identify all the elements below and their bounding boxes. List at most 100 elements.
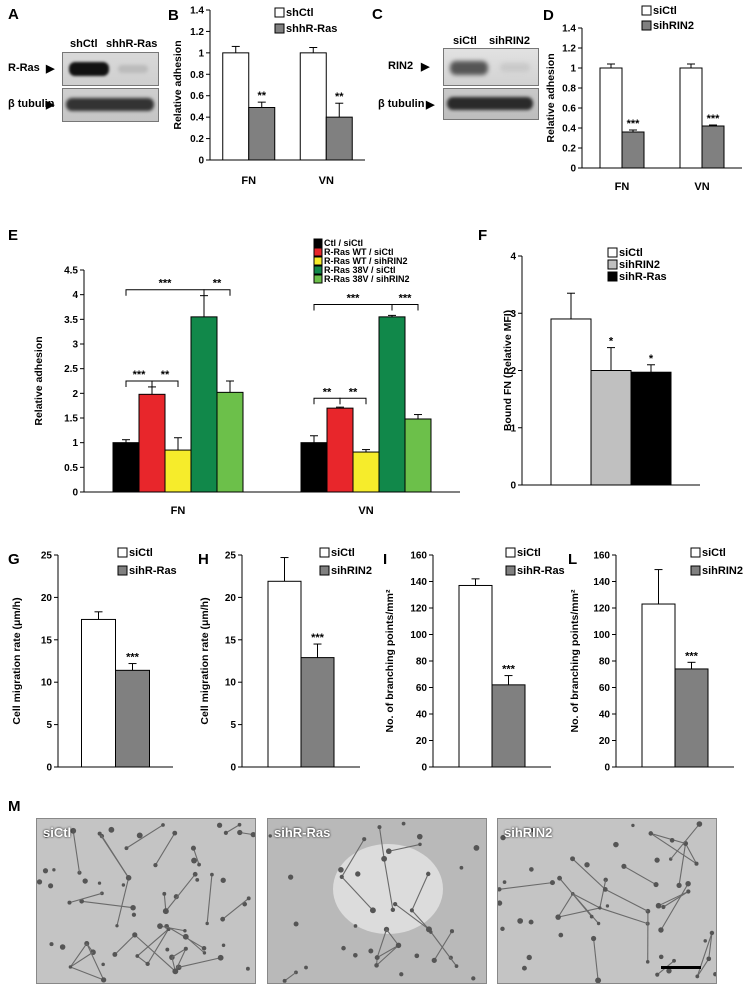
bar [404,418,432,493]
y-tick-label: 0.8 [190,70,204,81]
significance-bracket [203,289,231,296]
chart-i: I 0 20 40 60 80 100 120 140 160 No. of branching p… [383,547,565,774]
y-axis-label: No. of branching points/mm² [569,589,581,732]
panel-label-h: H [198,551,209,568]
bar [599,67,623,169]
panel-label-e: E [8,227,18,244]
legend-swatch [117,565,128,576]
y-tick-label: 1.5 [64,414,78,425]
bar [326,407,354,493]
bar [458,584,493,768]
panel-label-i: I [383,551,387,568]
category-label: VN [694,181,709,193]
y-tick-label: 25 [41,551,53,562]
arrow-right-icon: ▶ [426,99,435,111]
bar [325,116,353,161]
legend-swatch [319,565,330,576]
category-label: FN [615,181,630,193]
panel-label-c: C [372,6,383,23]
legend-label: siCtl [517,547,541,559]
panel-label-d: D [543,7,554,24]
y-tick-label: 15 [41,635,53,646]
legend-label: R-Ras 38V / siCtl [324,265,396,275]
y-tick-label: 100 [410,630,427,641]
significance-label: ** [335,91,344,103]
significance-label: ** [349,386,358,398]
chart-d: D 0 0.2 0.4 0.6 0.8 1 1.2 1.4 Relative adhesion **… [543,5,742,193]
significance-label: ** [161,369,170,381]
panel-label-l: L [568,551,577,568]
legend-label: R-Ras 38V / sihRIN2 [324,274,410,284]
y-tick-label: 1.2 [562,44,576,55]
y-tick-label: 1 [72,438,78,449]
y-tick-label: 120 [593,604,610,615]
micrograph-label: siCtl [43,825,72,840]
y-tick-label: 0 [198,156,204,167]
significance-label: * [609,336,614,348]
legend-label: R-Ras WT / sihRIN2 [324,256,408,266]
panel-label-a: A [8,6,19,23]
blot-c-rin2-band [443,48,539,86]
blot-c-lane2: sihRIN2 [489,35,530,47]
blot-a-rras-band [62,52,159,86]
significance-label: *** [347,293,361,305]
y-tick-label: 60 [416,683,428,694]
legend-swatch [313,265,323,275]
y-tick-label: 0 [570,164,576,175]
y-tick-label: 0.2 [190,134,204,145]
y-tick-label: 4.5 [64,266,78,277]
y-tick-label: 80 [416,657,428,668]
legend-label: sihRIN2 [619,259,660,271]
legend-label: shhR-Ras [286,23,337,35]
significance-label: *** [685,650,699,662]
y-tick-label: 2 [72,389,78,400]
significance-bracket [339,397,367,405]
legend-swatch [690,565,701,576]
blot-a-row2: β tubulin [8,98,55,110]
legend-swatch [607,247,618,258]
y-tick-label: 3.5 [64,315,78,326]
legend-label: Ctl / siCtl [324,238,363,248]
y-tick-label: 2 [510,366,516,377]
significance-label: *** [126,652,140,664]
panel-label-m: M [8,798,21,815]
y-tick-label: 25 [225,551,237,562]
legend-label: siCtl [702,547,726,559]
y-tick-label: 1.4 [562,24,576,35]
significance-bracket [313,304,393,311]
legend-swatch [607,271,618,282]
blot-a-row1: R-Ras [8,62,40,74]
y-tick-label: 100 [593,630,610,641]
significance-label: *** [627,118,641,130]
y-tick-label: 3 [510,309,516,320]
panel-label-g: G [8,551,20,568]
y-tick-label: 160 [410,551,427,562]
y-tick-label: 20 [416,736,428,747]
significance-label: *** [399,293,413,305]
category-label: VN [358,505,373,517]
micrograph-sictl: siCtl [36,818,256,984]
y-tick-label: 1 [570,64,576,75]
legend-label: sihRIN2 [653,20,694,32]
bar [630,371,672,486]
bar [267,580,302,768]
panel-label-f: F [478,227,487,244]
micrograph-sihr-ras: sihR-Ras [267,818,487,984]
legend-label: sihR-Ras [619,271,667,283]
bar [138,393,166,493]
y-tick-label: 60 [599,683,611,694]
bar [378,316,406,493]
significance-bracket [125,380,153,387]
bar [701,125,725,169]
legend-swatch [313,256,323,266]
legend-label: siCtl [619,247,643,259]
legend-label: siCtl [129,547,153,559]
arrow-right-icon: ▶ [46,63,55,75]
bar [679,67,703,169]
bar [550,318,592,486]
arrow-right-icon: ▶ [46,99,55,111]
bar [299,52,327,161]
micrograph-label: sihR-Ras [274,825,331,840]
y-axis-label: Relative adhesion [172,40,184,129]
